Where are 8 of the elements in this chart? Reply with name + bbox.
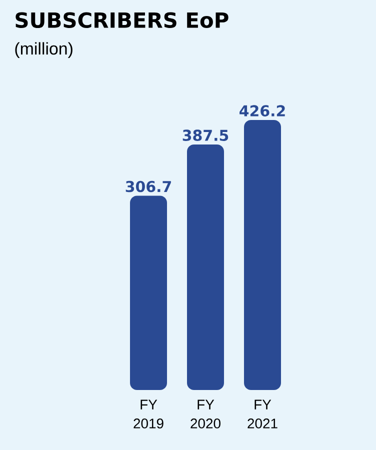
x-tick-label: FY 2021 (248, 400, 278, 428)
data-label: 306.7 (126, 180, 171, 192)
chart-title: SUBSCRIBERS EoP (16, 12, 228, 28)
chart-subtitle: (million) (15, 42, 72, 58)
x-tick-label: FY 2020 (190, 400, 220, 428)
data-label: 426.2 (240, 105, 285, 116)
x-tick-label: FY 2019 (134, 400, 164, 428)
data-label: 387.5 (182, 130, 228, 141)
